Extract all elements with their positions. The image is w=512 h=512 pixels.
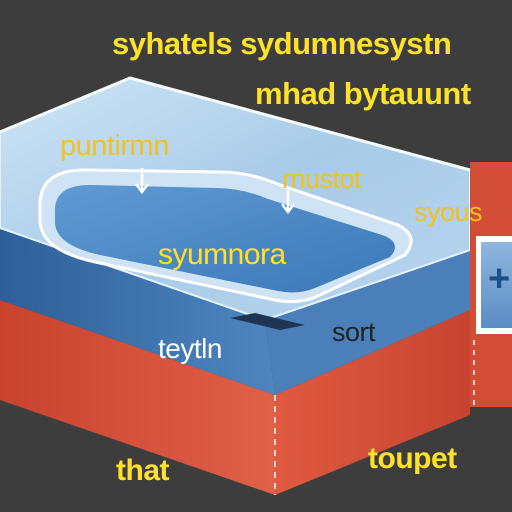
- arrow-down-left: [135, 168, 149, 195]
- diagram-subtitle: mhad bytauunt: [255, 76, 471, 111]
- red-front-face: [0, 300, 275, 495]
- blue-front-band: [0, 228, 275, 395]
- blue-side-band: [265, 250, 470, 395]
- label-inner-tray: syumnora: [158, 238, 286, 271]
- top-face-highlight: [0, 76, 471, 172]
- red-side-face: [275, 310, 470, 495]
- slab-shadow-notch: [230, 313, 305, 330]
- label-front-edge: teytln: [158, 333, 222, 364]
- label-right-side: syous: [414, 197, 483, 227]
- arrow-down-right: [281, 190, 295, 215]
- label-bottom-right: toupet: [368, 442, 457, 475]
- label-top-middle: rnustot: [282, 164, 362, 194]
- inner-tray: [55, 185, 395, 293]
- label-middle-right: sort: [332, 317, 376, 347]
- plus-icon: +: [488, 258, 510, 300]
- side-panel-screen: [481, 242, 512, 328]
- label-top-left: puntirmn: [60, 130, 169, 162]
- label-bottom-left: that: [116, 454, 170, 487]
- diagram-title: syhatels sydumnesystn: [112, 26, 452, 61]
